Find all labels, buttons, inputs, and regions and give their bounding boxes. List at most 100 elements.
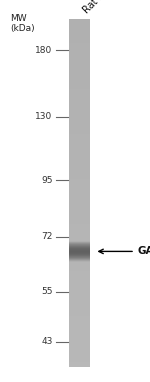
Bar [69,78,90,80]
Bar [69,71,90,73]
Bar [69,351,90,353]
Bar [69,49,90,50]
Bar [69,318,90,320]
Bar [69,85,90,87]
Bar [69,118,90,120]
Bar [69,132,90,134]
Bar [69,241,90,243]
Bar [69,50,90,52]
Bar [69,252,90,254]
Bar [69,337,90,339]
Bar [69,195,90,196]
Bar [69,56,90,57]
Bar [69,360,90,361]
Bar [69,215,90,217]
Bar [69,313,90,315]
Bar [69,142,90,144]
Bar [69,344,90,346]
Bar [69,295,90,297]
Bar [69,346,90,348]
Text: 43: 43 [41,337,52,346]
Bar [69,256,90,257]
Bar [69,221,90,222]
Bar [69,149,90,151]
Bar [69,47,90,49]
Bar [69,186,90,188]
Bar [69,196,90,198]
Text: 55: 55 [41,287,52,296]
Bar [69,64,90,66]
Bar [69,155,90,156]
Text: 180: 180 [35,46,52,55]
Bar [69,209,90,210]
Bar [69,189,90,191]
Bar [69,33,90,35]
Bar [69,89,90,91]
Bar [69,125,90,127]
Bar [69,160,90,162]
Bar [69,40,90,42]
Bar [69,349,90,351]
Bar [69,75,90,76]
Bar [69,335,90,337]
Bar [69,106,90,108]
Bar [69,87,90,89]
Bar [69,146,90,148]
Bar [69,141,90,142]
Bar [69,273,90,275]
Bar [69,35,90,37]
Bar [69,325,90,327]
Bar [69,115,90,117]
Bar [69,134,90,136]
Bar [69,210,90,212]
Bar [69,297,90,299]
Bar [69,148,90,149]
Bar [69,361,90,363]
Bar [69,19,90,21]
Bar [69,162,90,163]
Bar [69,28,90,29]
Bar [69,285,90,287]
Bar [69,151,90,153]
Bar [69,308,90,309]
Bar [69,38,90,40]
Bar [69,283,90,285]
Bar [69,280,90,282]
Bar [69,183,90,184]
Text: 130: 130 [35,112,52,121]
Bar [69,294,90,295]
Bar [69,327,90,329]
Text: 72: 72 [41,232,52,241]
Bar [69,228,90,230]
Bar [69,306,90,308]
Bar [69,73,90,75]
Bar [69,191,90,193]
Bar [69,332,90,334]
Bar [69,224,90,226]
Bar [69,92,90,94]
Bar [69,52,90,54]
Bar [69,323,90,325]
Bar [69,290,90,292]
Bar [69,184,90,186]
Bar [69,80,90,82]
Bar [69,245,90,247]
Bar [69,264,90,266]
Bar [69,315,90,316]
Bar [69,83,90,85]
Bar [69,271,90,273]
Bar [69,275,90,276]
Bar [69,203,90,205]
Bar [69,181,90,183]
Bar [69,104,90,106]
Bar [69,63,90,64]
Bar [69,235,90,236]
Bar [69,342,90,344]
Bar [69,123,90,125]
Bar [69,353,90,354]
Bar [69,127,90,129]
Bar [69,334,90,335]
Bar [69,129,90,130]
Bar [69,177,90,179]
Bar [69,202,90,203]
